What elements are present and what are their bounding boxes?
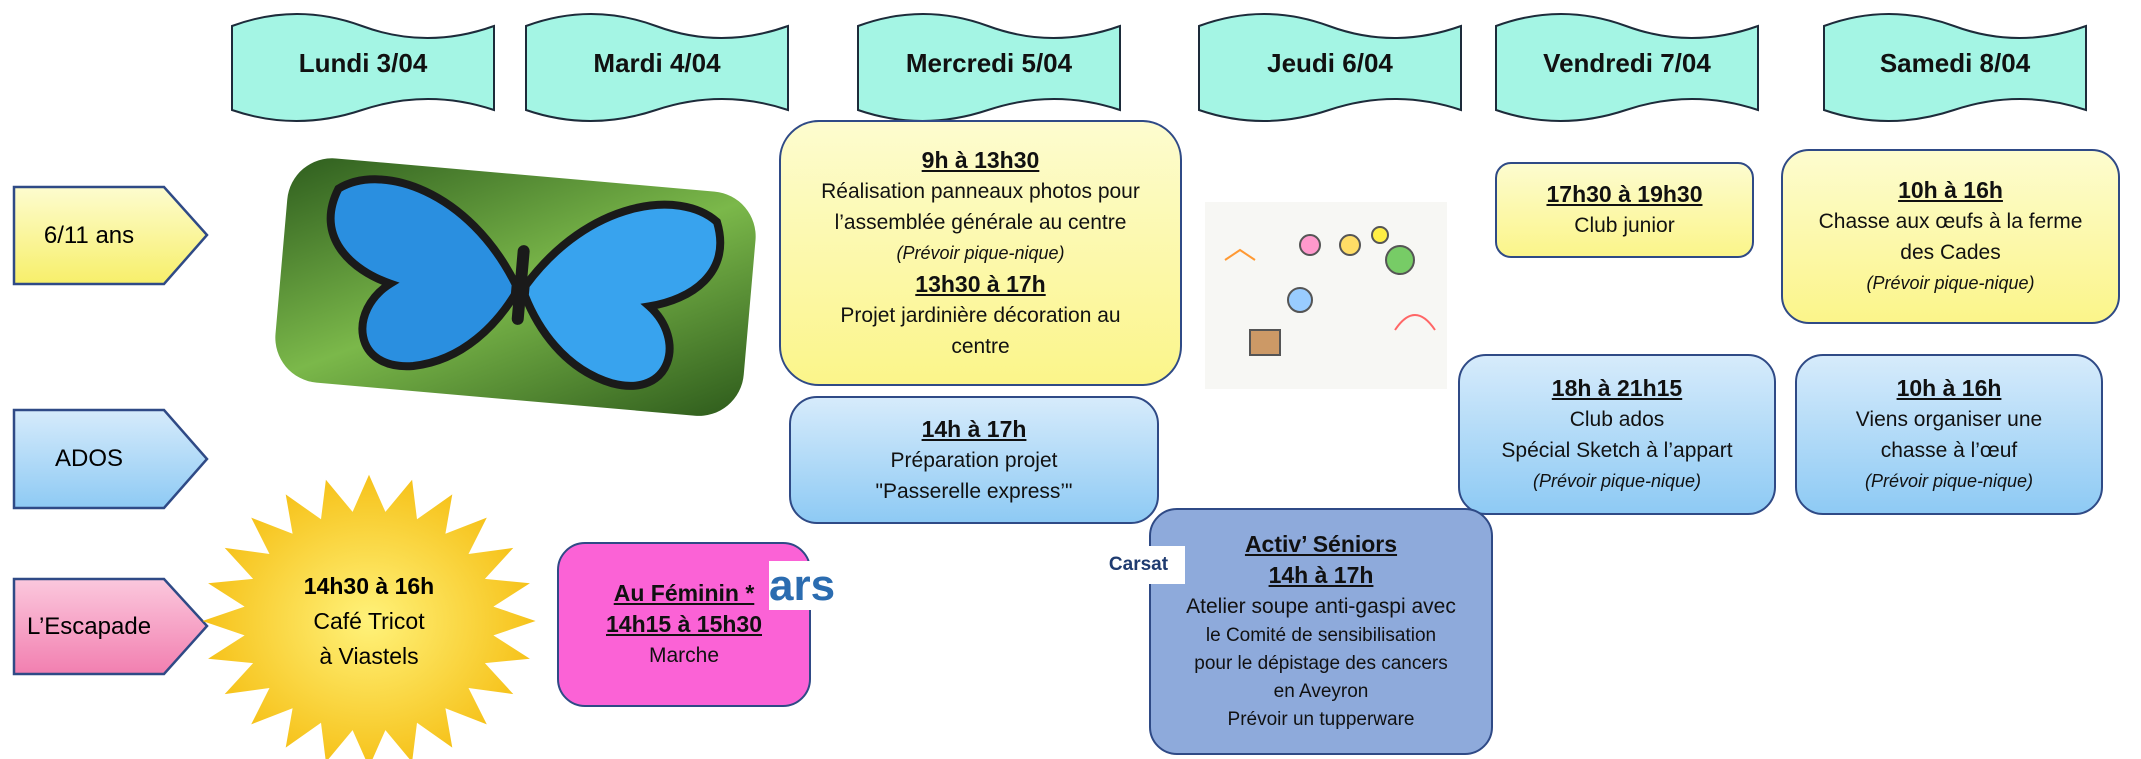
day: Mardi 4/04 bbox=[593, 47, 721, 78]
time: 17h30 à 19h30 bbox=[1546, 181, 1703, 207]
event: 10h à 16h Chasse aux œufs à la ferme des… bbox=[1781, 149, 2120, 324]
title: Activ’ Séniors bbox=[1244, 531, 1398, 557]
group-label: L’Escapade bbox=[26, 612, 152, 640]
time: 10h à 16h bbox=[1896, 374, 2002, 401]
text: pour le dépistage des cancers bbox=[1194, 653, 1448, 674]
time: 13h30 à 17h bbox=[915, 270, 1046, 297]
text: Atelier soupe anti-gaspi avec bbox=[1186, 595, 1456, 618]
text: Chasse aux œufs à la ferme bbox=[1818, 209, 2083, 233]
text: Spécial Sketch à l’appart bbox=[1501, 438, 1733, 462]
day: Lundi 3/04 bbox=[298, 47, 428, 78]
note: (Prévoir pique-nique) bbox=[1532, 470, 1702, 491]
day: Vendredi 7/04 bbox=[1543, 47, 1711, 78]
text: Viens organiser une bbox=[1855, 407, 2043, 431]
time: 10h à 16h bbox=[1898, 176, 2003, 203]
text: des Cades bbox=[1900, 240, 2001, 264]
day: Mercredi 5/04 bbox=[905, 47, 1073, 78]
text: Marche bbox=[648, 644, 720, 667]
note: (Prévoir pique-nique) bbox=[896, 242, 1065, 263]
time: 18h à 21h15 bbox=[1551, 374, 1683, 401]
event: 9h à 13h30 Réalisation panneaux photos p… bbox=[779, 120, 1182, 386]
text: en Aveyron bbox=[1273, 681, 1369, 702]
event: 14h à 17h Préparation projet "Passerelle… bbox=[789, 396, 1159, 524]
event: Activ’ Séniors 14h à 17h Atelier soupe a… bbox=[1149, 508, 1493, 755]
event: 17h30 à 19h30 Club junior bbox=[1495, 162, 1754, 258]
text: l’assemblée générale au centre bbox=[834, 210, 1127, 234]
time: 14h30 à 16h bbox=[303, 572, 435, 599]
logo: ars bbox=[769, 561, 844, 610]
time: 9h à 13h30 bbox=[921, 146, 1040, 173]
text: Projet jardinière décoration au bbox=[840, 303, 1121, 327]
event: Au Féminin * 14h15 à 15h30 Marche bbox=[557, 542, 811, 707]
text: Café Tricot bbox=[313, 607, 425, 634]
event: 14h30 à 16h Café Tricot à Viastels bbox=[250, 560, 488, 682]
time: 14h à 17h bbox=[1268, 562, 1374, 588]
note: (Prévoir pique-nique) bbox=[1864, 470, 2034, 491]
day: Jeudi 6/04 bbox=[1267, 47, 1393, 78]
text: Club ados bbox=[1569, 407, 1665, 431]
text: Prévoir un tupperware bbox=[1227, 709, 1415, 730]
text: Club junior bbox=[1574, 214, 1675, 237]
text: "Passerelle express’" bbox=[875, 479, 1073, 503]
text: centre bbox=[951, 334, 1010, 358]
event: 10h à 16h Viens organiser une chasse à l… bbox=[1795, 354, 2103, 515]
text: Réalisation panneaux photos pour bbox=[821, 179, 1140, 203]
text: chasse à l’œuf bbox=[1880, 438, 2018, 462]
logo: Carsat bbox=[1092, 546, 1185, 584]
day: Samedi 8/04 bbox=[1879, 47, 2031, 78]
group-label: ADOS bbox=[54, 445, 123, 472]
title: Au Féminin * bbox=[613, 580, 755, 606]
text: Préparation projet bbox=[890, 448, 1058, 472]
text: le Comité de sensibilisation bbox=[1205, 625, 1437, 646]
event: 18h à 21h15 Club ados Spécial Sketch à l… bbox=[1458, 354, 1776, 515]
time: 14h15 à 15h30 bbox=[605, 611, 762, 637]
time: 14h à 17h bbox=[921, 415, 1027, 442]
text: à Viastels bbox=[319, 642, 419, 669]
note: (Prévoir pique-nique) bbox=[1866, 272, 2035, 293]
group-label: 6/11 ans bbox=[43, 221, 135, 249]
